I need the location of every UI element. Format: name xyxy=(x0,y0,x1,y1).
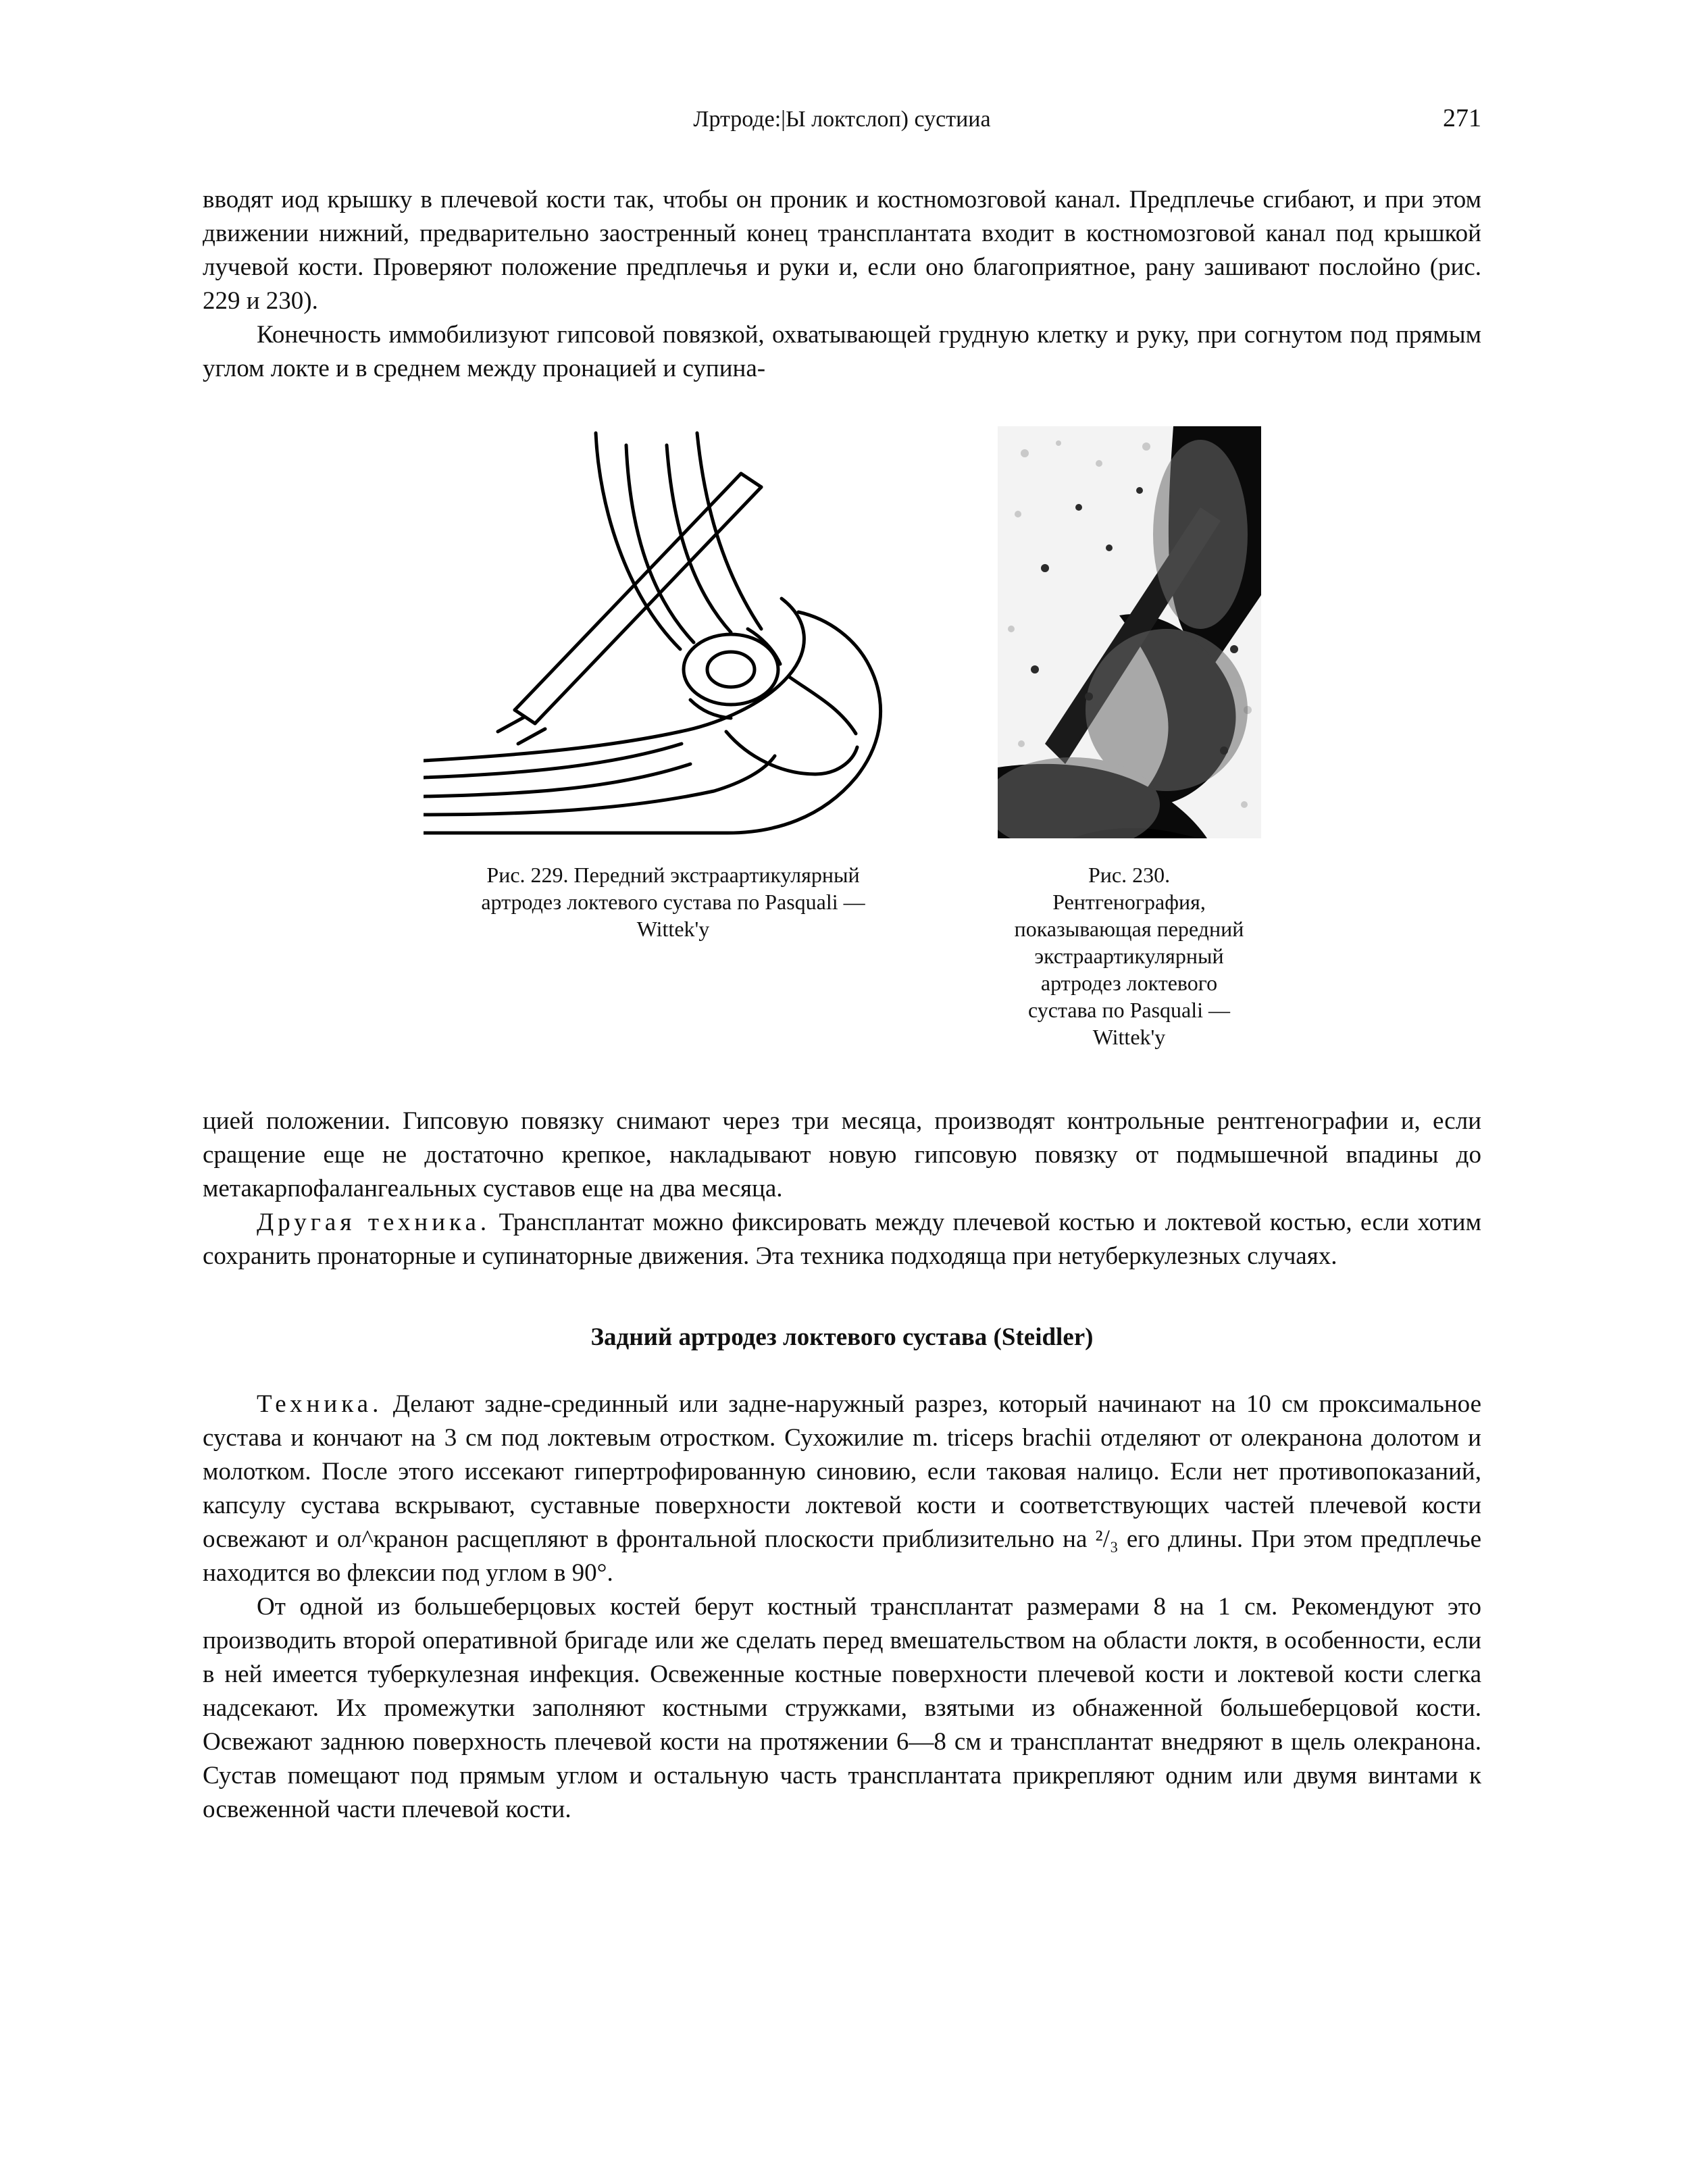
figure-229-image xyxy=(424,426,923,848)
figures-row: Рис. 229. Передний экстраартикулярный ар… xyxy=(203,426,1481,1050)
running-title: Лртроде:|Ы локтслоп) сустииа xyxy=(284,104,1400,135)
paragraph-1: вводят иод крышку в плечевой кости так, … xyxy=(203,183,1481,318)
paragraph-2: Конечность иммобилизуют гипсовой повязко… xyxy=(203,318,1481,386)
figure-229: Рис. 229. Передний экстраартикулярный ар… xyxy=(424,426,923,1050)
paragraph-3: цией положении. Гипсовую повязку снимают… xyxy=(203,1104,1481,1206)
section-title: Задний артродез локтевого сустава (Steid… xyxy=(203,1321,1481,1354)
figure-230-caption: Рис. 230. Рентгенография, показывающая п… xyxy=(1011,861,1248,1050)
figure-229-caption: Рис. 229. Передний экстраартикулярный ар… xyxy=(457,861,890,942)
paragraph-5: Техника. Делают задне-срединный или задн… xyxy=(203,1388,1481,1590)
paragraph-4: Другая техника. Трансплантат можно фикси… xyxy=(203,1206,1481,1273)
radiograph-icon xyxy=(998,426,1261,838)
paragraph-4-lead: Другая техника. xyxy=(257,1209,490,1236)
running-head: Лртроде:|Ы локтслоп) сустииа 271 xyxy=(203,101,1481,136)
figure-230-image xyxy=(998,426,1261,848)
paragraph-5-rest: Делают задне-срединный или задне-наружны… xyxy=(203,1390,1481,1587)
page-number: 271 xyxy=(1400,101,1481,136)
paragraph-5-lead: Техника. xyxy=(257,1390,382,1418)
elbow-drawing-icon xyxy=(424,426,923,838)
page: Лртроде:|Ы локтслоп) сустииа 271 вводят … xyxy=(0,0,1684,2184)
figure-230: Рис. 230. Рентгенография, показывающая п… xyxy=(998,426,1261,1050)
paragraph-6: От одной из большеберцовых костей берут … xyxy=(203,1590,1481,1827)
